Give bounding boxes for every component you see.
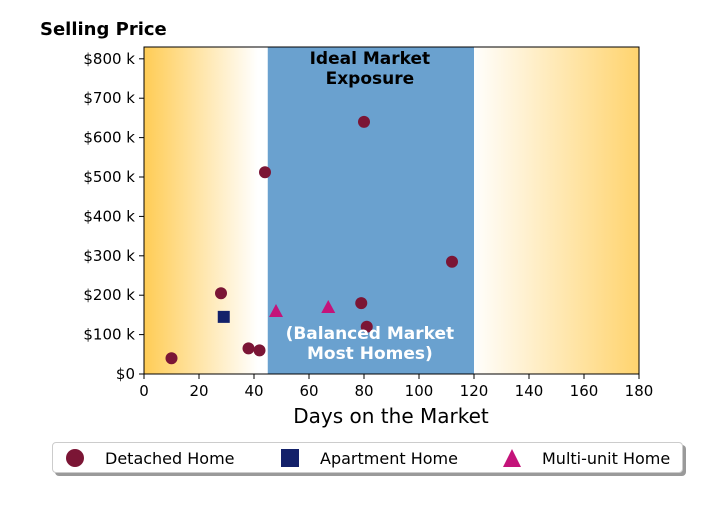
ideal-market-band: [267, 47, 474, 374]
y-tick-label: $100 k: [83, 326, 135, 344]
legend-item-apartment-home: Apartment Home: [280, 447, 458, 469]
legend-item-multi-unit-home: Multi-unit Home: [502, 447, 670, 469]
data-point-detached-home: [358, 115, 370, 128]
x-tick-label: 60: [299, 382, 318, 400]
x-axis-title: Days on the Market: [293, 404, 489, 428]
y-tick-label: $200 k: [83, 286, 135, 304]
data-points: [165, 115, 458, 365]
square-marker-icon: [281, 449, 299, 467]
x-tick-label: 80: [354, 382, 373, 400]
band-label-top: Exposure: [326, 69, 415, 89]
data-point-apartment-home: [217, 310, 230, 323]
data-point-detached-home: [360, 320, 373, 333]
y-tick-label: $600 k: [83, 129, 135, 147]
circle-marker-icon: [66, 449, 84, 467]
band-rect: [267, 47, 474, 374]
legend-label: Multi-unit Home: [542, 448, 671, 468]
y-tick-label: $400 k: [83, 207, 135, 225]
data-point-detached-home: [259, 166, 271, 179]
y-axis-title: Selling Price: [40, 19, 167, 40]
x-tick-label: 20: [189, 382, 208, 400]
legend-label: Apartment Home: [320, 448, 458, 468]
band-label-top: Ideal Market: [310, 49, 431, 69]
data-point-detached-home: [446, 255, 458, 268]
data-point-detached-home: [215, 287, 227, 300]
data-point-detached-home: [253, 344, 266, 357]
x-tick-label: 180: [625, 382, 654, 400]
y-tick-label: $500 k: [83, 168, 135, 186]
y-tick-label: $300 k: [83, 247, 135, 265]
x-tick-label: 0: [139, 382, 149, 400]
y-tick-label: $800 k: [83, 50, 135, 68]
y-tick-label: $0: [116, 365, 135, 383]
band-label-bottom: (Balanced Market: [286, 324, 455, 344]
plot-frame: [143, 46, 640, 375]
data-point-detached-home: [242, 342, 255, 355]
y-tick-label: $700 k: [83, 89, 135, 107]
x-tick-label: 120: [460, 382, 489, 400]
data-point-detached-home: [355, 297, 368, 310]
band-label-bottom: Most Homes): [307, 344, 433, 364]
data-point-multi-unit-home: [269, 303, 283, 317]
axes: 0 20 40 60 80 100 120 140 160 180 $0 $100 k $200 k $3…: [83, 46, 654, 400]
x-tick-label: 160: [570, 382, 599, 400]
legend-label: Detached Home: [105, 448, 235, 468]
x-tick-label: 100: [405, 382, 434, 400]
x-tick-label: 40: [244, 382, 263, 400]
legend-item-detached-home: Detached Home: [65, 447, 235, 469]
legend: Detached Home Apartment Home Multi-unit …: [52, 442, 683, 473]
data-point-multi-unit-home: [321, 300, 336, 314]
data-point-detached-home: [165, 352, 178, 365]
x-tick-label: 140: [515, 382, 544, 400]
triangle-marker-icon: [503, 449, 521, 467]
